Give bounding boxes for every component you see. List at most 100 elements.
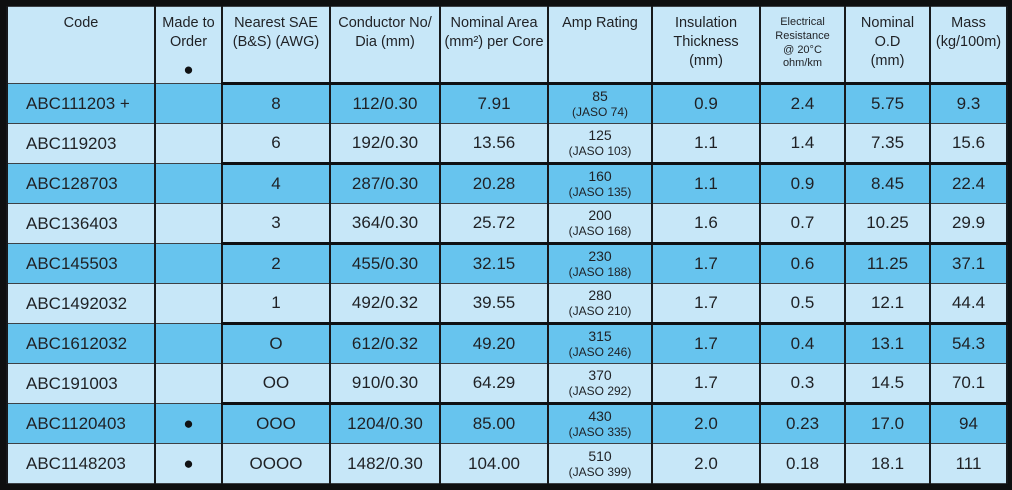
cell-area: 32.15 <box>439 242 549 284</box>
cell-area: 85.00 <box>439 402 549 444</box>
cell-code: ABC1148203 <box>6 443 156 484</box>
cell-insulation: 1.1 <box>651 123 761 164</box>
cell-amp: 200 (JASO 168) <box>547 203 653 244</box>
cell-made_to_order <box>154 123 223 164</box>
column-header-insulation: Insulation Thickness (mm) <box>651 6 761 84</box>
cell-area: 49.20 <box>439 322 549 364</box>
amp-rating-value: 85 <box>592 88 608 105</box>
cell-mass: 15.6 <box>929 123 1008 164</box>
cell-resistance: 0.4 <box>759 322 846 364</box>
cell-area: 13.56 <box>439 123 549 164</box>
table-row: ABC136403 3 364/0.30 25.72 200 (JASO 168) 1.6 0… <box>6 203 1008 244</box>
amp-rating-jaso: (JASO 292) <box>568 384 632 399</box>
cell-od: 11.25 <box>844 242 931 284</box>
table-header: Code Made to Order ● Nearest SAE (B&S) (AWG… <box>6 6 1008 84</box>
cell-resistance: 0.9 <box>759 162 846 204</box>
column-header-sae: Nearest SAE (B&S) (AWG) <box>221 6 331 84</box>
cell-amp: 160 (JASO 135) <box>547 162 653 204</box>
cell-mass: 9.3 <box>929 82 1008 124</box>
column-header-label: Mass (kg/100m) <box>935 15 1002 51</box>
cell-amp: 430 (JASO 335) <box>547 402 653 444</box>
table-row: ABC111203 +8 112/0.30 7.91 85 (JASO 74) 0.9 2.… <box>6 82 1008 124</box>
amp-rating-value: 230 <box>588 248 612 265</box>
cell-insulation: 1.6 <box>651 203 761 244</box>
cell-conductor: 492/0.32 <box>329 283 441 324</box>
cell-code: ABC136403 <box>6 203 156 244</box>
cell-code: ABC1120403 <box>6 403 156 444</box>
cell-resistance: 0.3 <box>759 363 846 404</box>
made-to-order-dot-icon: ● <box>183 453 194 473</box>
cell-code: ABC145503 <box>6 243 156 284</box>
cell-amp: 125 (JASO 103) <box>547 123 653 164</box>
cell-od: 12.1 <box>844 283 931 324</box>
cell-insulation: 1.7 <box>651 283 761 324</box>
table-row: ABC1148203 ● OOOO 1482/0.30 104.00 510 (JASO 3… <box>6 443 1008 484</box>
cell-insulation: 0.9 <box>651 82 761 124</box>
cell-insulation: 1.7 <box>651 363 761 404</box>
amp-rating-value: 315 <box>588 328 612 345</box>
cell-made_to_order <box>154 243 223 284</box>
cell-conductor: 1482/0.30 <box>329 443 441 484</box>
amp-rating-value: 370 <box>588 367 612 384</box>
cell-amp: 315 (JASO 246) <box>547 322 653 364</box>
table-row: ABC119203 6 192/0.30 13.56 125 (JASO 103) 1.1 1… <box>6 123 1008 164</box>
cell-mass: 70.1 <box>929 363 1008 404</box>
made-to-order-marker-icon: ● <box>183 60 194 80</box>
cell-mass: 29.9 <box>929 203 1008 244</box>
cell-od: 14.5 <box>844 363 931 404</box>
column-header-label: Electrical Resistance @ 20°C ohm/km <box>775 16 830 70</box>
cell-conductor: 910/0.30 <box>329 363 441 404</box>
cell-conductor: 192/0.30 <box>329 123 441 164</box>
cell-mass: 54.3 <box>929 322 1008 364</box>
amp-rating-jaso: (JASO 168) <box>568 224 632 239</box>
cell-made_to_order <box>154 203 223 244</box>
amp-rating-value: 200 <box>588 207 612 224</box>
cell-code: ABC119203 <box>6 123 156 164</box>
cell-area: 7.91 <box>439 82 549 124</box>
cell-resistance: 0.18 <box>759 443 846 484</box>
cell-od: 13.1 <box>844 322 931 364</box>
cell-insulation: 1.1 <box>651 162 761 204</box>
amp-rating-value: 430 <box>588 408 612 425</box>
amp-rating-jaso: (JASO 335) <box>568 425 632 440</box>
cell-mass: 44.4 <box>929 283 1008 324</box>
cell-od: 8.45 <box>844 162 931 204</box>
amp-rating-jaso: (JASO 246) <box>568 345 632 360</box>
cell-conductor: 612/0.32 <box>329 322 441 364</box>
table-row: ABC145503 2 455/0.30 32.15 230 (JASO 188) 1.7 0… <box>6 242 1008 284</box>
amp-rating-value: 125 <box>588 127 612 144</box>
column-header-label: Nearest SAE (B&S) (AWG) <box>232 15 320 51</box>
cell-made_to_order <box>154 163 223 204</box>
amp-rating-jaso: (JASO 103) <box>568 144 632 159</box>
cell-sae: OO <box>221 363 331 404</box>
cell-code: ABC111203 + <box>6 83 156 124</box>
cell-sae: 2 <box>221 242 331 284</box>
cell-code: ABC191003 <box>6 363 156 404</box>
column-header-label: Code <box>63 15 99 31</box>
cell-sae: 8 <box>221 82 331 124</box>
cell-mass: 111 <box>929 443 1008 484</box>
table-row: ABC1492032 1 492/0.32 39.55 280 (JASO 210) 1.7… <box>6 283 1008 324</box>
header-row: Code Made to Order ● Nearest SAE (B&S) (AWG… <box>6 6 1008 84</box>
cell-od: 18.1 <box>844 443 931 484</box>
cell-resistance: 0.23 <box>759 402 846 444</box>
cell-conductor: 112/0.30 <box>329 82 441 124</box>
column-header-label: Conductor No/ Dia (mm) <box>338 15 432 51</box>
cell-area: 25.72 <box>439 203 549 244</box>
cell-mass: 22.4 <box>929 162 1008 204</box>
cell-sae: OOOO <box>221 443 331 484</box>
cell-sae: 1 <box>221 283 331 324</box>
made-to-order-dot-icon: ● <box>183 413 194 433</box>
cell-resistance: 0.6 <box>759 242 846 284</box>
cell-insulation: 1.7 <box>651 242 761 284</box>
cell-amp: 85 (JASO 74) <box>547 82 653 124</box>
cell-sae: OOO <box>221 402 331 444</box>
cell-made_to_order: ● <box>154 403 223 444</box>
cell-od: 5.75 <box>844 82 931 124</box>
column-header-area: Nominal Area (mm²) per Core <box>439 6 549 84</box>
cell-resistance: 0.7 <box>759 203 846 244</box>
table-row: ABC1612032 O 612/0.32 49.20 315 (JASO 246) 1.7… <box>6 322 1008 364</box>
cell-made_to_order: ● <box>154 443 223 484</box>
column-header-conductor: Conductor No/ Dia (mm) <box>329 6 441 84</box>
